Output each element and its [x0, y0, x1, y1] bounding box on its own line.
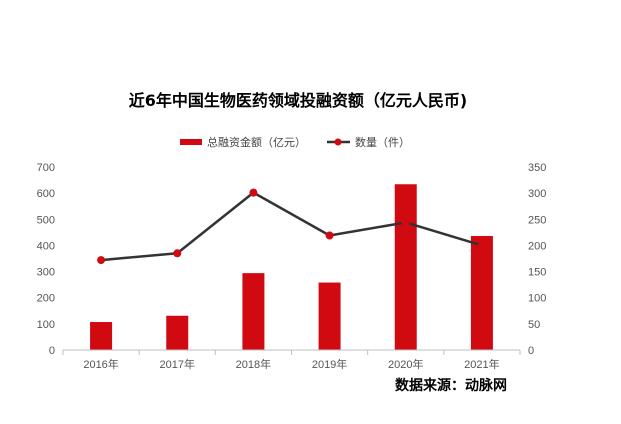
right-tick-label: 200 [528, 240, 546, 252]
right-tick-label: 100 [528, 293, 546, 305]
bar [90, 322, 113, 350]
bar-series [90, 184, 493, 350]
left-tick-label: 500 [37, 214, 55, 226]
left-tick-label: 200 [37, 293, 55, 305]
left-tick-label: 100 [37, 319, 55, 331]
left-tick-label: 600 [37, 188, 55, 200]
legend-bar-swatch [180, 139, 202, 145]
source-note: 数据来源：动脉网 [395, 377, 507, 394]
right-axis: 0 50 100 150 200 250 300 350 [528, 162, 546, 357]
right-tick-label: 300 [528, 188, 546, 200]
x-tick-label: 2019年 [312, 357, 347, 371]
left-tick-label: 300 [37, 267, 55, 279]
line-point [97, 256, 106, 265]
legend-line-label: 数量（件） [355, 136, 410, 149]
line-point [477, 241, 486, 250]
x-tick-label: 2016年 [83, 357, 118, 371]
bar [394, 184, 417, 350]
right-tick-label: 0 [528, 345, 534, 357]
left-tick-label: 0 [49, 345, 55, 357]
right-tick-label: 250 [528, 214, 546, 226]
legend-line-marker [334, 138, 342, 146]
series-line [100, 191, 483, 262]
left-tick-label: 700 [37, 162, 55, 174]
right-tick-label: 50 [528, 319, 540, 331]
chart-title: 近6年中国生物医药领域投融资额（亿元人民币) [129, 91, 467, 110]
bar [242, 273, 265, 350]
line-point [325, 231, 334, 240]
x-tick-label: 2018年 [236, 357, 271, 371]
line-point [249, 188, 258, 197]
legend-bar-label: 总融资金额（亿元） [207, 135, 306, 149]
bar [166, 315, 189, 350]
x-axis: 2016年 2017年 2018年 2019年 2020年 2021年 [62, 349, 521, 371]
line-point [401, 218, 410, 227]
x-tick-label: 2017年 [160, 357, 195, 371]
legend: 总融资金额（亿元） 数量（件） [180, 135, 410, 149]
left-axis: 0 100 200 300 400 500 600 700 [37, 162, 55, 357]
x-tick-label: 2020年 [388, 357, 423, 371]
left-tick-label: 400 [37, 240, 55, 252]
bar [470, 236, 493, 350]
x-tick-label: 2021年 [464, 357, 499, 371]
right-tick-label: 350 [528, 162, 546, 174]
line-series [97, 188, 486, 265]
bar [318, 282, 341, 350]
right-tick-label: 150 [528, 267, 546, 279]
line-point [173, 249, 182, 258]
